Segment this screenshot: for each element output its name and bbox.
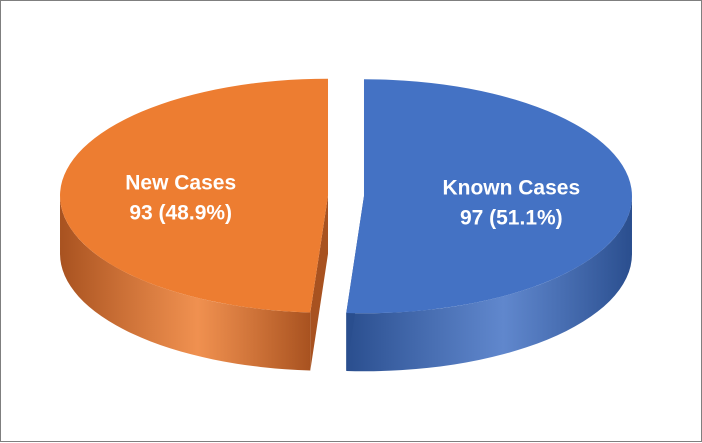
slice-label-value-new-cases: 93 (48.9%) xyxy=(129,202,232,225)
slice-side-new-cases xyxy=(60,195,311,371)
slice-cut-face-new-cases xyxy=(310,195,329,371)
slice-new-cases xyxy=(60,78,329,313)
slice-label-name-known-cases: Known Cases xyxy=(442,176,580,199)
slice-known-cases xyxy=(346,79,632,314)
slice-label-value-known-cases: 97 (51.1%) xyxy=(460,206,563,229)
slice-label-name-new-cases: New Cases xyxy=(125,172,236,195)
slice-side-known-cases xyxy=(346,196,632,372)
